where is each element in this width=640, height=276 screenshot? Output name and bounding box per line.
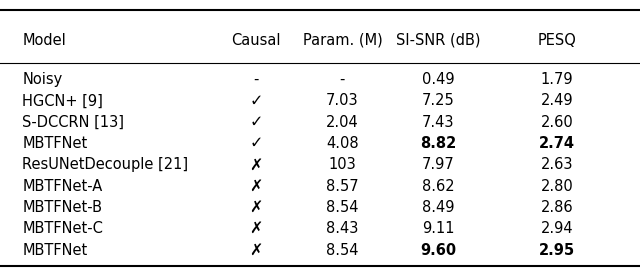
Text: SI-SNR (dB): SI-SNR (dB) (396, 33, 481, 47)
Text: 2.60: 2.60 (540, 115, 573, 130)
Text: 0.49: 0.49 (422, 72, 454, 87)
Text: ✗: ✗ (250, 243, 262, 258)
Text: Causal: Causal (231, 33, 281, 47)
Text: 7.97: 7.97 (422, 157, 455, 172)
Text: 2.63: 2.63 (541, 157, 573, 172)
Text: 8.49: 8.49 (422, 200, 454, 215)
Text: MBTFNet-B: MBTFNet-B (22, 200, 102, 215)
Text: MBTFNet: MBTFNet (22, 136, 88, 151)
Text: ✓: ✓ (250, 136, 262, 151)
Text: 2.86: 2.86 (541, 200, 573, 215)
Text: 8.43: 8.43 (326, 221, 358, 236)
Text: MBTFNet-C: MBTFNet-C (22, 221, 103, 236)
Text: Model: Model (22, 33, 66, 47)
Text: ResUNetDecouple [21]: ResUNetDecouple [21] (22, 157, 189, 172)
Text: 103: 103 (328, 157, 356, 172)
Text: 2.94: 2.94 (541, 221, 573, 236)
Text: HGCN+ [9]: HGCN+ [9] (22, 94, 103, 108)
Text: 7.25: 7.25 (422, 94, 455, 108)
Text: ✗: ✗ (250, 157, 262, 172)
Text: 8.82: 8.82 (420, 136, 456, 151)
Text: PESQ: PESQ (538, 33, 576, 47)
Text: 8.62: 8.62 (422, 179, 454, 194)
Text: 2.49: 2.49 (541, 94, 573, 108)
Text: 1.79: 1.79 (541, 72, 573, 87)
Text: 8.54: 8.54 (326, 243, 358, 258)
Text: ✓: ✓ (250, 94, 262, 108)
Text: Param. (M): Param. (M) (303, 33, 382, 47)
Text: ✗: ✗ (250, 179, 262, 194)
Text: 2.95: 2.95 (539, 243, 575, 258)
Text: 9.60: 9.60 (420, 243, 456, 258)
Text: MBTFNet-A: MBTFNet-A (22, 179, 102, 194)
Text: 2.74: 2.74 (539, 136, 575, 151)
Text: Noisy: Noisy (22, 72, 63, 87)
Text: ✗: ✗ (250, 200, 262, 215)
Text: -: - (253, 72, 259, 87)
Text: 7.43: 7.43 (422, 115, 454, 130)
Text: 8.54: 8.54 (326, 200, 358, 215)
Text: ✓: ✓ (250, 115, 262, 130)
Text: ✗: ✗ (250, 221, 262, 236)
Text: 2.80: 2.80 (540, 179, 573, 194)
Text: 2.04: 2.04 (326, 115, 359, 130)
Text: S-DCCRN [13]: S-DCCRN [13] (22, 115, 124, 130)
Text: -: - (340, 72, 345, 87)
Text: 8.57: 8.57 (326, 179, 358, 194)
Text: 9.11: 9.11 (422, 221, 454, 236)
Text: MBTFNet: MBTFNet (22, 243, 88, 258)
Text: 7.03: 7.03 (326, 94, 358, 108)
Text: 4.08: 4.08 (326, 136, 358, 151)
